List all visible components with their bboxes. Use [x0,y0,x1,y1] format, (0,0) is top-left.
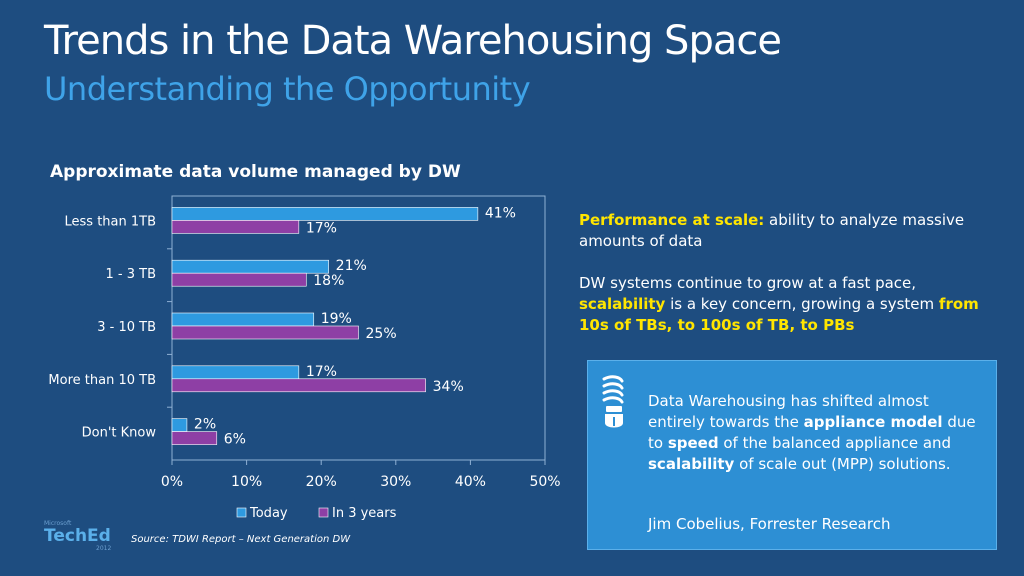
category-label: More than 10 TB [48,373,156,388]
logo-microsoft: Microsoft [44,520,72,527]
bar-in-3-years [171,220,300,234]
logo-year: 2012 [96,545,112,552]
bar-in-3-years [171,272,307,287]
scalability-text-end: from 10s of TBs, to 100s of TB, to PBs [579,295,979,334]
category-label: 1 - 3 TB [106,267,157,282]
appliance-model-keyword: appliance model [803,413,943,431]
legend-swatch [236,507,247,518]
x-tick-label: 30% [380,474,411,490]
data-label: 17% [306,364,337,380]
category-label: Don't Know [82,426,157,441]
legend-label: In 3 years [332,506,397,521]
data-label: 34% [433,379,464,395]
data-label: 2% [194,417,216,433]
source-note: Source: TDWI Report – Next Generation DW [131,534,351,545]
x-tick-label: 50% [529,474,560,490]
bar-today [171,418,188,432]
legend-label: Today [249,506,288,521]
scalability-text-start: DW systems continue to grow at a fast pa… [579,274,917,292]
data-label: 21% [336,258,367,274]
chart-title: Approximate data volume managed by DW [50,162,461,182]
bar-in-3-years [171,325,359,340]
key-points: Performance at scale: ability to analyze… [579,210,999,336]
data-label: 18% [313,273,344,289]
legend-swatch [318,507,329,518]
performance-text: ability to analyze massive amounts of da… [579,211,965,250]
data-label: 17% [306,220,337,236]
performance-point: Performance at scale: ability to analyze… [579,210,999,252]
bar-today [171,365,300,380]
data-label: 25% [366,326,397,342]
scalability-point: DW systems continue to grow at a fast pa… [579,273,999,336]
x-tick-label: 10% [231,474,262,490]
logo-teched: TechEd [44,526,111,546]
x-tick-label: 40% [455,474,486,490]
quote-author: Jim Cobelius, Forrester Research [648,515,891,533]
x-tick-label: 0% [161,474,183,490]
scalability-keyword: scalability [579,295,666,313]
bar-today [171,207,479,221]
category-label: 3 - 10 TB [97,320,156,335]
bar-today [171,259,329,274]
category-label: Less than 1TB [65,214,157,229]
data-label: 6% [224,432,246,448]
bar-chart: Less than 1TB 41% 17% 1 - 3 TB 21%18% 3 - 10 … [48,195,561,521]
quote-callout: Data Warehousing has shifted almost enti… [587,360,997,550]
x-tick-label: 20% [306,474,337,490]
speed-keyword: speed [667,434,719,452]
bar-in-3-years [171,431,218,445]
teched-logo: Microsoft TechEd 2012 [44,520,114,552]
quote-text: Data Warehousing has shifted almost enti… [648,392,976,473]
bar-in-3-years [171,378,426,393]
data-label: 19% [321,311,352,327]
lightbulb-icon [602,375,624,428]
performance-label: Performance at scale: [579,211,765,229]
scalability-text-mid: is a key concern, growing a system [665,295,939,313]
bar-today [171,312,315,327]
slide-title: Trends in the Data Warehousing Space [44,18,782,64]
slide-subtitle: Understanding the Opportunity [44,70,531,108]
scalability-keyword: scalability [648,455,735,473]
data-label: 41% [485,205,516,221]
